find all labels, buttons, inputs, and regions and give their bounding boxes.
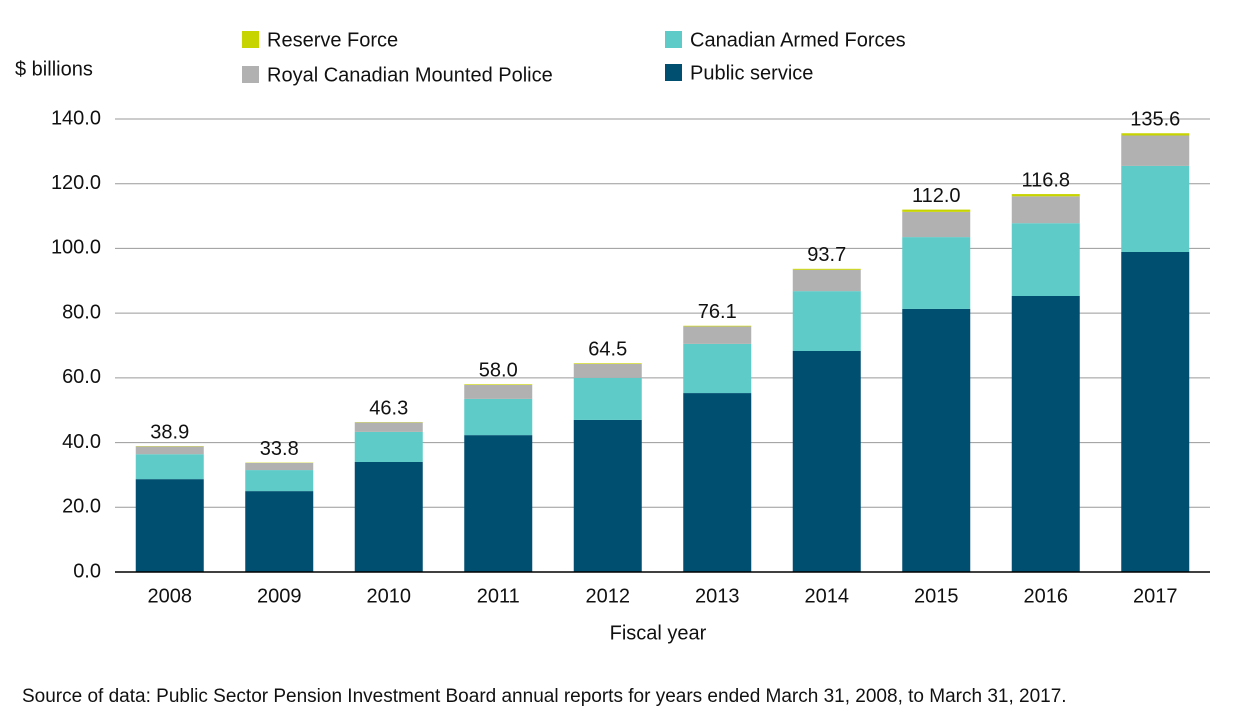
- bar-segment: [792, 291, 861, 352]
- y-axis-title: $ billions: [15, 58, 93, 80]
- legend-swatch: [242, 66, 259, 83]
- bar-segment: [792, 269, 861, 292]
- y-tick-label: 0.0: [73, 560, 101, 582]
- legend-label: Public service: [690, 62, 813, 84]
- bar-segment: [1011, 295, 1080, 572]
- legend-label: Reserve Force: [267, 29, 398, 51]
- legend-label: Canadian Armed Forces: [690, 29, 906, 51]
- total-label: 33.8: [260, 438, 299, 460]
- bar-segment: [1121, 165, 1190, 252]
- x-tick-label: 2008: [148, 585, 193, 607]
- total-label: 58.0: [479, 360, 518, 382]
- y-tick-label: 20.0: [62, 496, 101, 518]
- bar-segment: [135, 454, 204, 480]
- y-tick-label: 120.0: [51, 172, 101, 194]
- total-label: 46.3: [369, 397, 408, 419]
- bar-segment: [573, 377, 642, 420]
- bar-segment: [902, 211, 971, 238]
- bar-segment: [902, 209, 971, 212]
- bar-segment: [354, 431, 423, 462]
- x-tick-label: 2013: [695, 585, 740, 607]
- y-tick-label: 60.0: [62, 366, 101, 388]
- bar-segment: [902, 237, 971, 309]
- bar-segment: [573, 363, 642, 364]
- total-label: 112.0: [912, 185, 961, 207]
- x-tick-label: 2010: [367, 585, 412, 607]
- y-tick-label: 80.0: [62, 301, 101, 323]
- bar-segment: [464, 398, 533, 436]
- x-tick-label: 2017: [1133, 585, 1178, 607]
- bar-segment: [1011, 196, 1080, 224]
- bar-segment: [135, 479, 204, 572]
- bar-segment: [245, 462, 314, 471]
- y-tick-label: 100.0: [51, 237, 101, 259]
- x-tick-label: 2015: [914, 585, 959, 607]
- bar-segment: [1011, 223, 1080, 296]
- x-tick-label: 2014: [805, 585, 850, 607]
- y-tick-label: 140.0: [51, 107, 101, 129]
- legend-label: Royal Canadian Mounted Police: [267, 64, 553, 86]
- x-tick-label: 2009: [257, 585, 302, 607]
- x-axis-title: Fiscal year: [610, 622, 707, 644]
- legend-swatch: [665, 64, 682, 81]
- bar-segment: [1011, 194, 1080, 197]
- bar-segment: [464, 435, 533, 572]
- bar-segment: [464, 384, 533, 399]
- bar-segment: [792, 351, 861, 572]
- source-note: Source of data: Public Sector Pension In…: [22, 686, 1067, 707]
- bar-segment: [683, 326, 752, 344]
- y-tick-label: 40.0: [62, 431, 101, 453]
- x-tick-label: 2012: [586, 585, 631, 607]
- bar-segment: [683, 393, 752, 572]
- bar-segment: [245, 491, 314, 572]
- bar-segment: [792, 268, 861, 270]
- total-label: 76.1: [698, 301, 737, 323]
- total-label: 116.8: [1021, 169, 1070, 191]
- total-label: 64.5: [588, 339, 627, 361]
- total-label: 135.6: [1130, 109, 1180, 131]
- bar-segment: [902, 308, 971, 572]
- bar-segment: [1121, 251, 1190, 572]
- x-tick-label: 2011: [477, 585, 520, 607]
- bar-segment: [354, 461, 423, 572]
- bar-segment: [354, 422, 423, 432]
- x-tick-label: 2016: [1024, 585, 1069, 607]
- bar-segment: [1121, 133, 1190, 136]
- bar-segment: [683, 343, 752, 394]
- bar-segment: [683, 325, 752, 327]
- bar-segment: [573, 419, 642, 572]
- total-label: 93.7: [807, 244, 846, 266]
- bar-segment: [135, 446, 204, 455]
- legend-swatch: [242, 31, 259, 48]
- bar-segment: [573, 363, 642, 378]
- bar-segment: [245, 470, 314, 492]
- bar-segment: [464, 384, 533, 385]
- bar-segment: [1121, 135, 1190, 166]
- legend-swatch: [665, 31, 682, 48]
- total-label: 38.9: [150, 421, 189, 443]
